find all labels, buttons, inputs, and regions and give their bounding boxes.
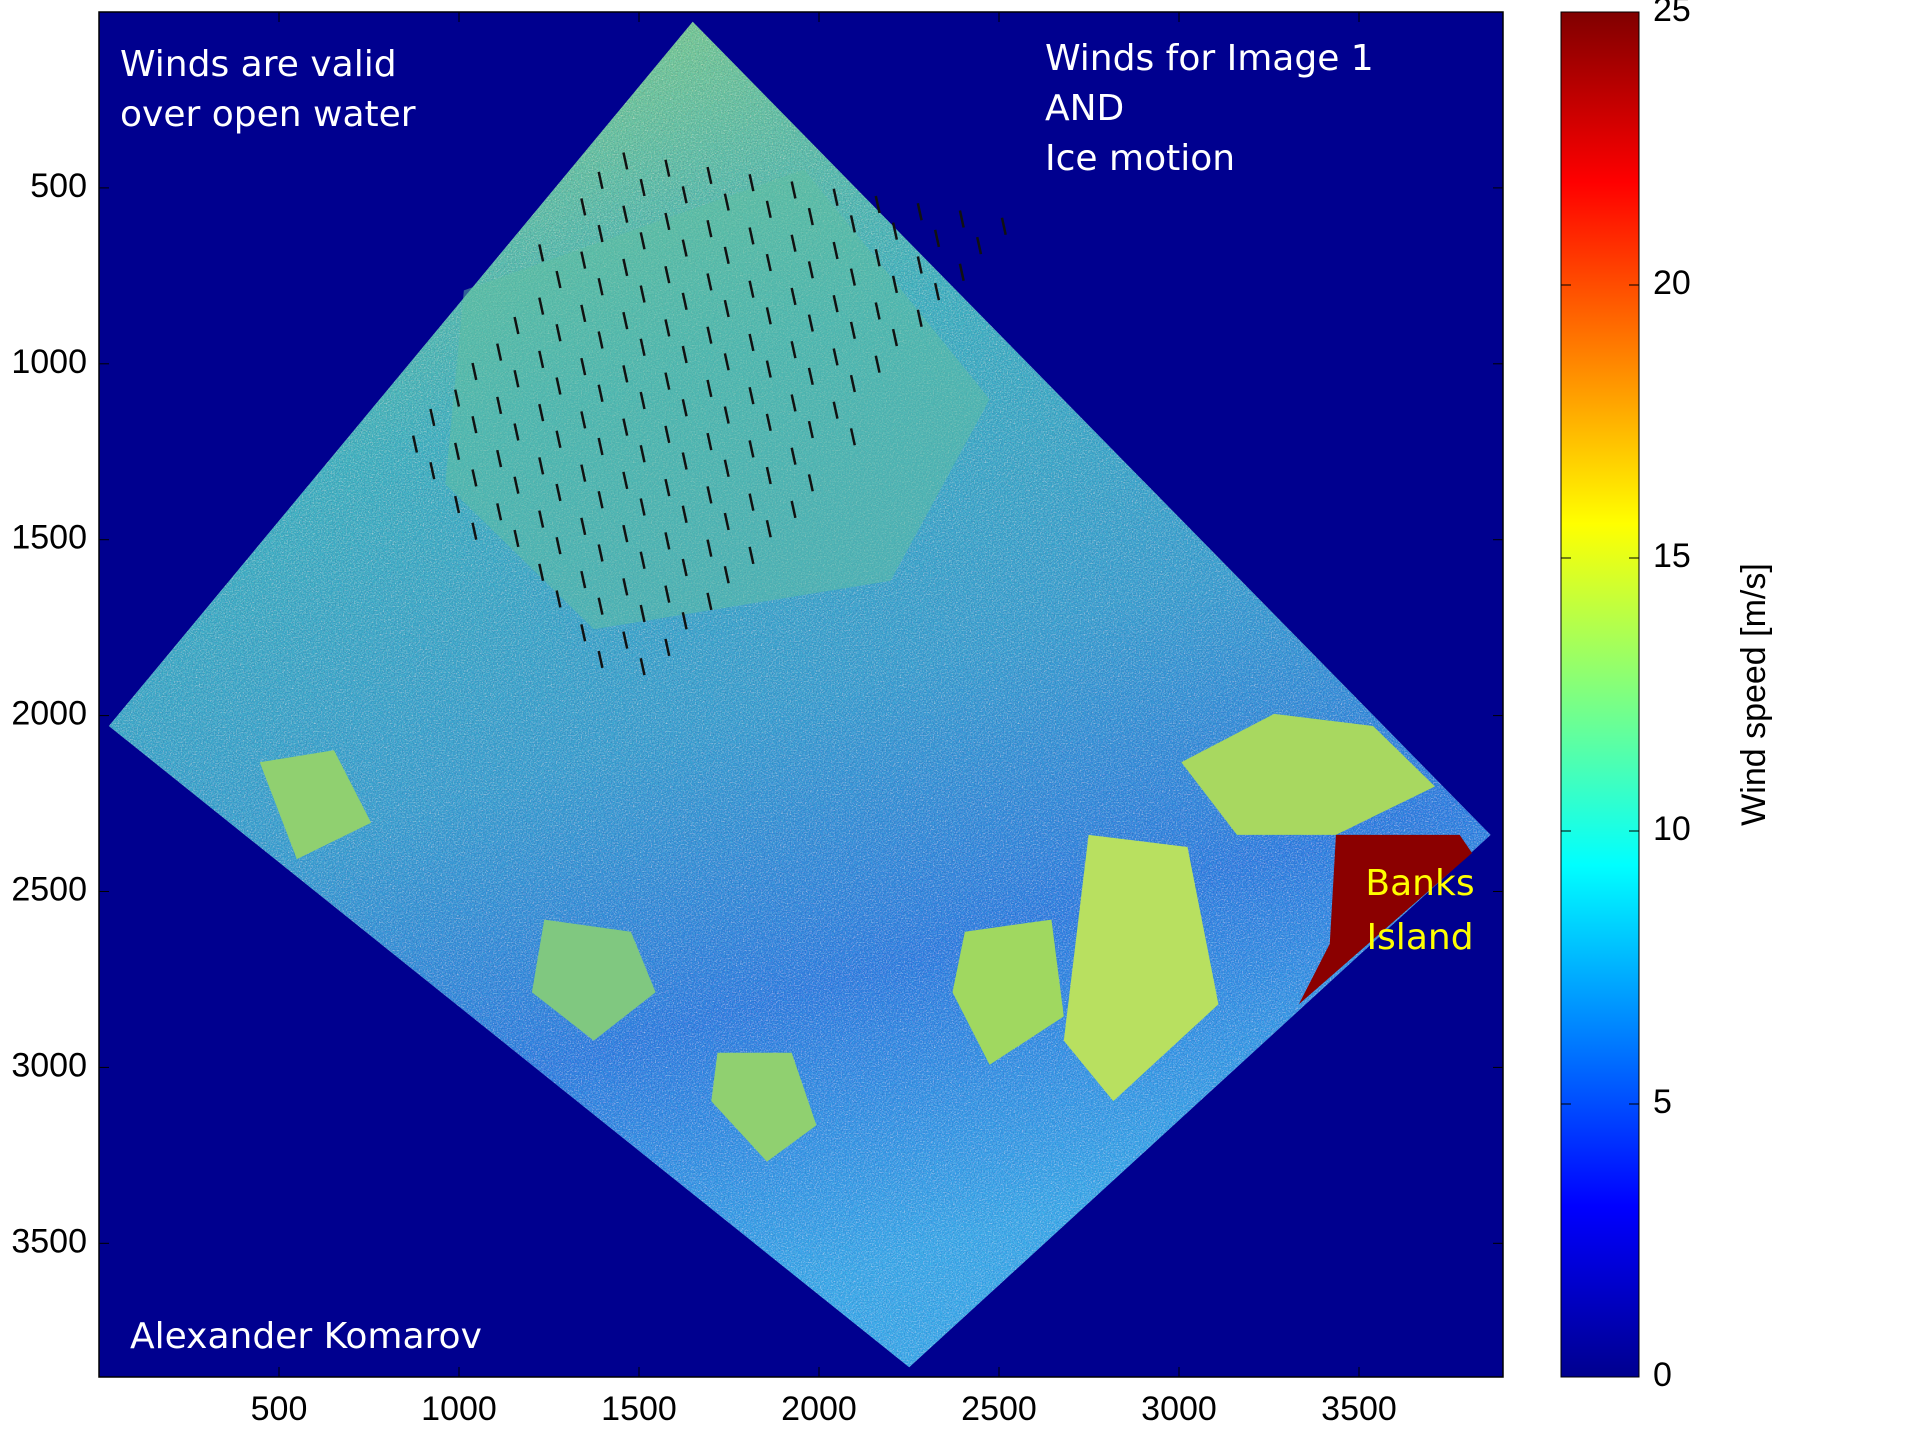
annotation: over open water xyxy=(120,94,416,135)
colorbar-tick-label: 15 xyxy=(1653,537,1691,575)
x-tick-label: 500 xyxy=(251,1390,308,1428)
y-tick-label: 3000 xyxy=(11,1046,87,1084)
annotation: AND xyxy=(1045,88,1124,129)
y-tick-label: 500 xyxy=(30,167,87,205)
y-tick-label: 1000 xyxy=(11,343,87,381)
colorbar-tick-label: 10 xyxy=(1653,810,1691,848)
colorbar-tick-label: 20 xyxy=(1653,264,1691,302)
y-tick-label: 3500 xyxy=(11,1222,87,1260)
x-tick-label: 1500 xyxy=(601,1390,677,1428)
annotation: Winds for Image 1 xyxy=(1045,38,1374,79)
annotation: Island xyxy=(1366,917,1473,958)
colorbar-tick-label: 0 xyxy=(1653,1356,1672,1394)
x-tick-label: 3000 xyxy=(1141,1390,1217,1428)
annotation: Ice motion xyxy=(1045,138,1235,179)
colorbar-tick-label: 5 xyxy=(1653,1083,1672,1121)
annotation: Banks xyxy=(1365,863,1474,904)
x-tick-label: 2000 xyxy=(781,1390,857,1428)
colorbar-tick-label: 25 xyxy=(1653,0,1691,29)
colorbar-label: Wind speed [m/s] xyxy=(1735,563,1773,826)
x-tick-label: 1000 xyxy=(421,1390,497,1428)
x-tick-label: 2500 xyxy=(961,1390,1037,1428)
y-tick-label: 2500 xyxy=(11,870,87,908)
chart: 500 1000 1500 2000 2500 3000 3500 500 1000 1500 20… xyxy=(0,0,1917,1440)
y-tick-label: 1500 xyxy=(11,519,87,557)
annotation: Winds are valid xyxy=(120,44,397,85)
y-tick-label: 2000 xyxy=(11,695,87,733)
colorbar xyxy=(1561,12,1639,1377)
annotation: Alexander Komarov xyxy=(130,1316,482,1357)
x-tick-label: 3500 xyxy=(1321,1390,1397,1428)
